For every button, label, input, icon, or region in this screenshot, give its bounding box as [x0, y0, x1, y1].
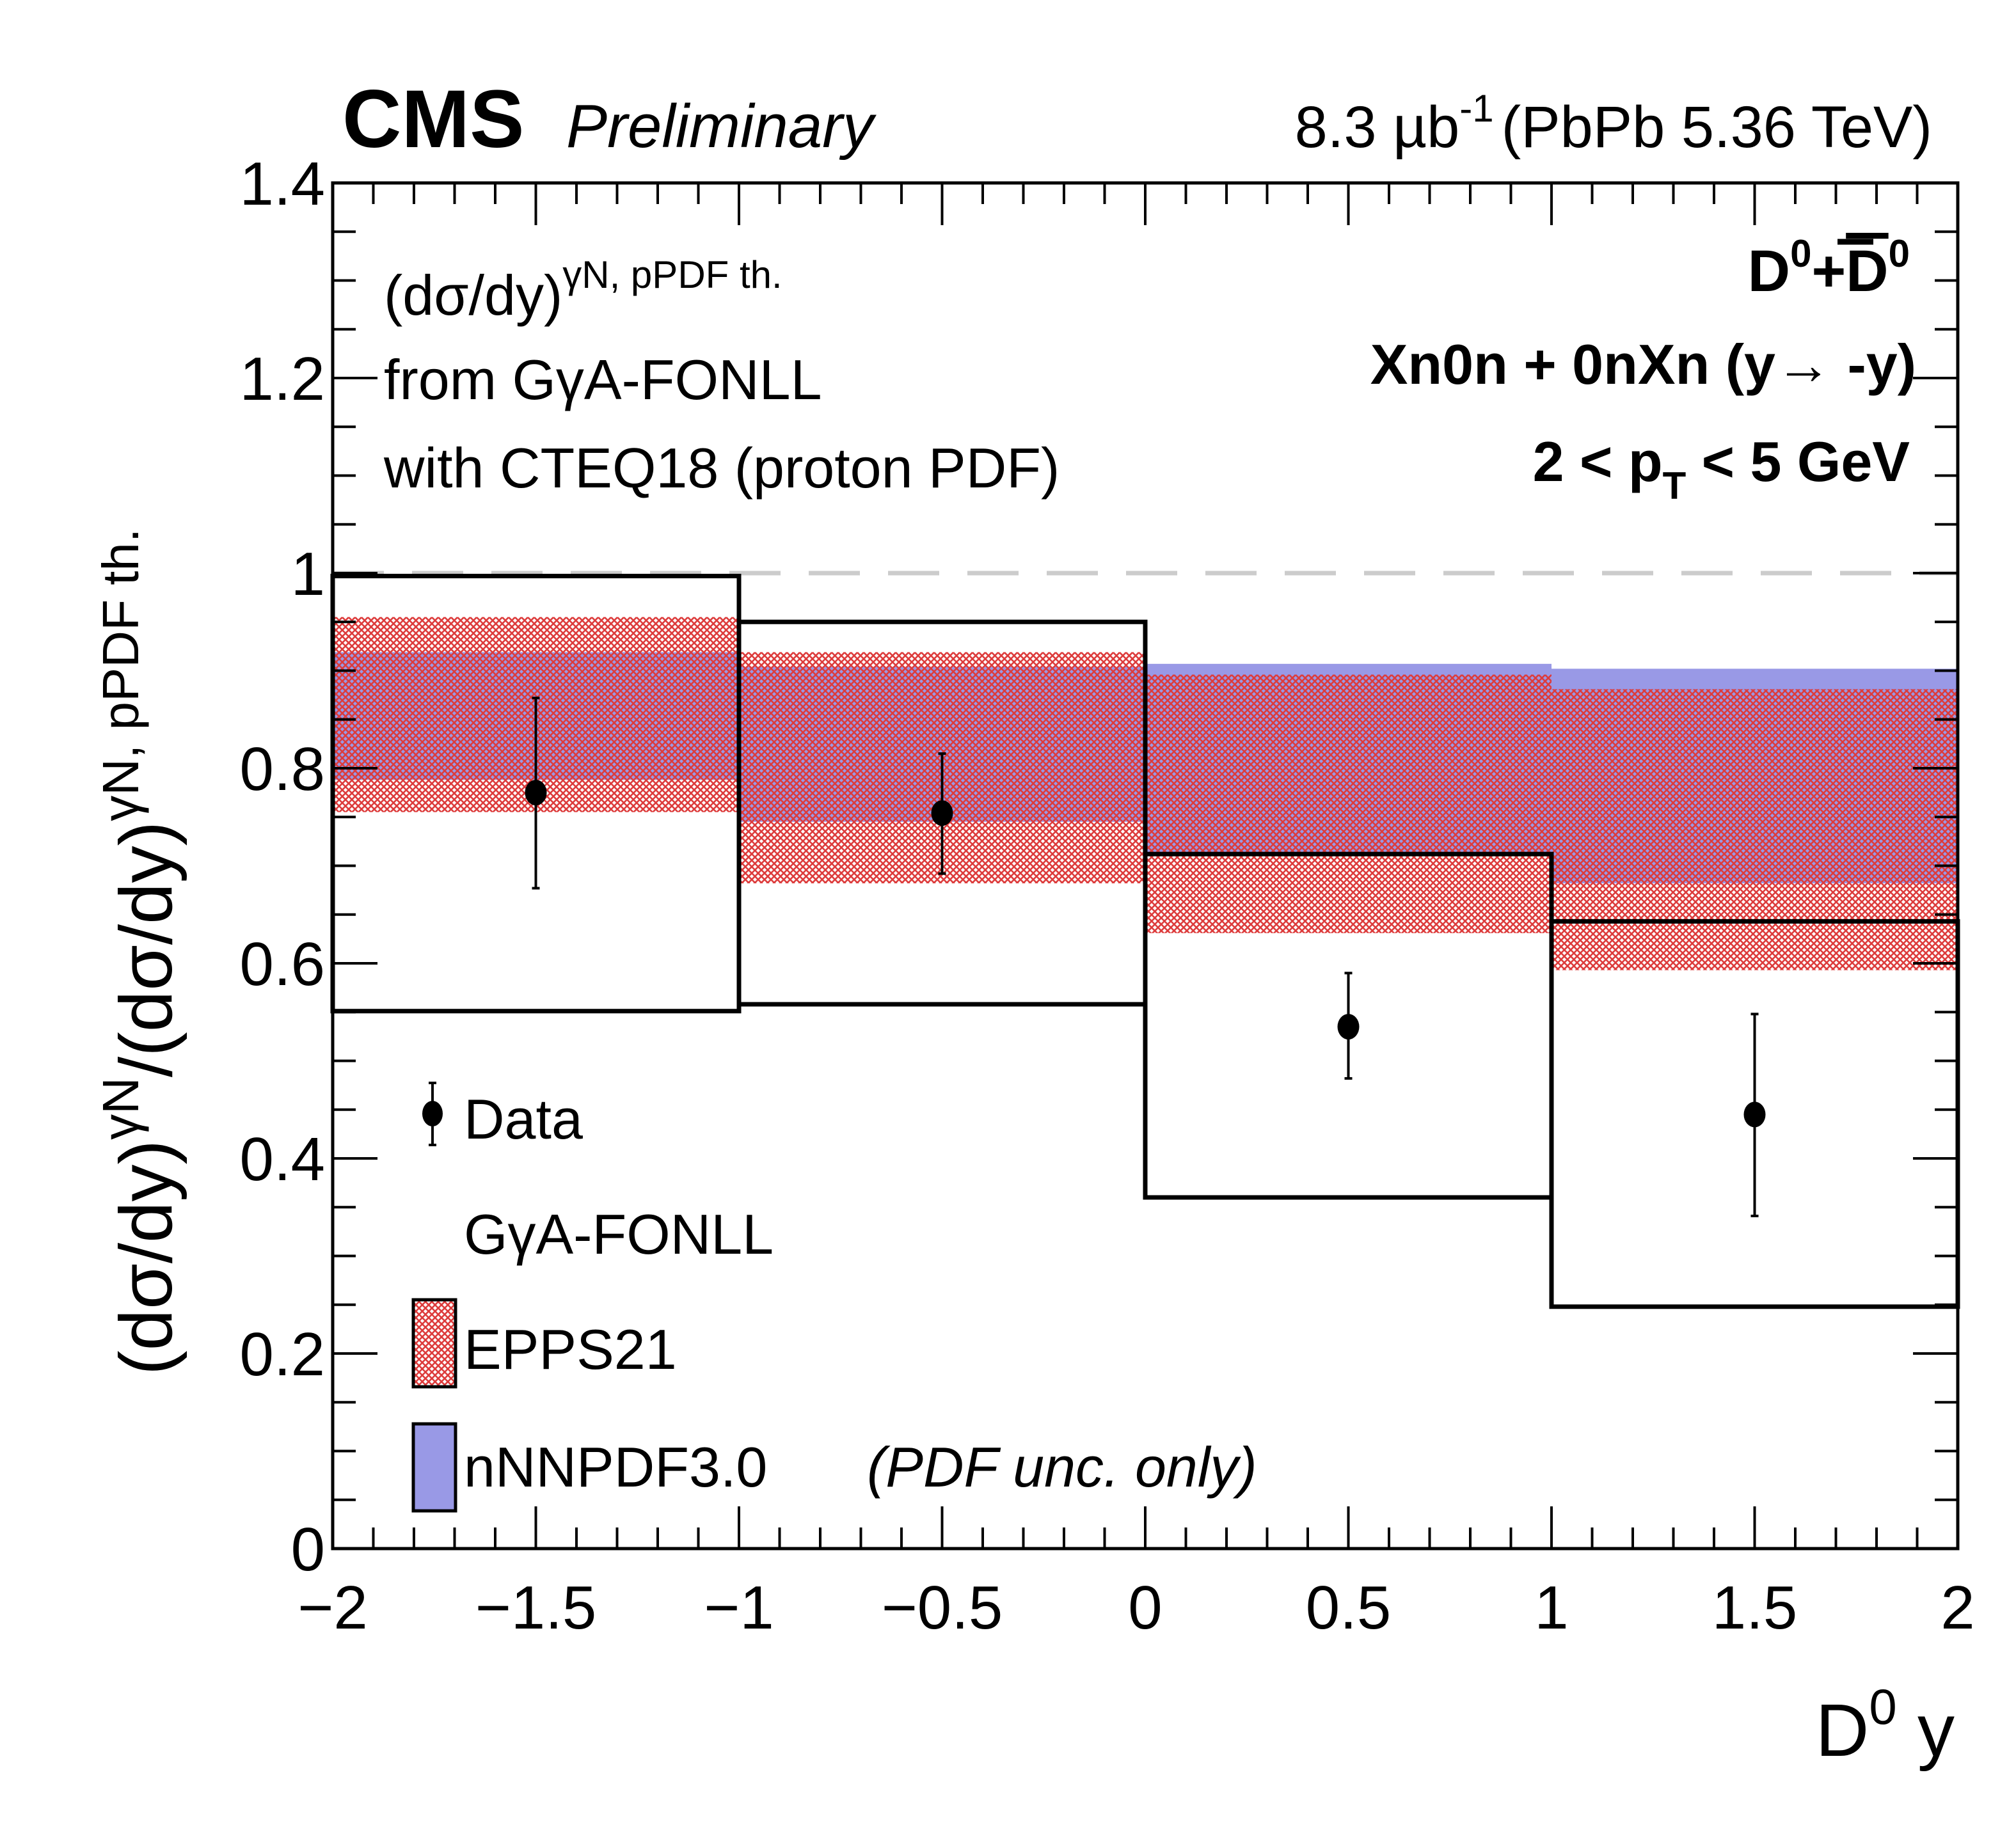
annotation-pt-b: < 5 GeV [1686, 430, 1910, 493]
legend-label-nnnpdf: nNNPDF3.0 [464, 1435, 767, 1499]
annotation-pt-sub: T [1663, 464, 1687, 507]
experiment-status: Preliminary [566, 92, 877, 161]
y-tick-label: 0 [291, 1515, 325, 1584]
lumi-value: 8.3 µb [1295, 95, 1460, 160]
x-axis-title: D0 y [1816, 1678, 1955, 1772]
x-tick-label: 1 [1534, 1574, 1568, 1642]
annotation-particle-sup1: 0 [1790, 232, 1811, 275]
annotation-left-line3: with CTEQ18 (proton PDF) [383, 436, 1060, 500]
epps21-band-2 [1145, 674, 1552, 933]
legend: Data GγA-FONLL EPPS21 nNNPDF3.0 (PDF unc… [411, 1082, 1257, 1513]
x-tick-label: −2 [298, 1574, 367, 1642]
annotation-formula: (dσ/dy) [384, 264, 562, 327]
annotation-left-line2: from GγA-FONLL [384, 348, 822, 411]
y-axis-title-part1: (dσ/dy) [104, 1140, 187, 1375]
annotation-pt-range: 2 < pT < 5 GeV [1533, 430, 1910, 507]
y-axis-title-sup1: γN [92, 1077, 149, 1140]
legend-epps21-swatch [411, 1298, 457, 1389]
y-tick-label: 0.4 [240, 1125, 325, 1194]
y-tick-label: 0.6 [240, 930, 325, 998]
data-point-0 [525, 780, 547, 806]
y-axis-title: (dσ/dy)γN/(dσ/dy)γN, pPDF th. [92, 528, 187, 1375]
data-points-layer [525, 697, 1766, 1217]
x-tick-label: 0.5 [1306, 1574, 1391, 1642]
syst-box-1 [736, 619, 1148, 1007]
data-point-1 [931, 800, 953, 826]
experiment-label: CMS [342, 74, 524, 165]
annotation-left-line1: (dσ/dy)γN, pPDF th. [384, 253, 782, 327]
y-axis-title-sup2: γN, pPDF th. [92, 528, 149, 821]
y-tick-label: 1 [291, 540, 325, 608]
x-tick-label: −0.5 [882, 1574, 1003, 1642]
annotation-particle-sup2: 0 [1889, 232, 1910, 275]
legend-entry-epps21: EPPS21 [411, 1298, 677, 1389]
annotation-selection: Xn0n + 0nXn (y→ -y) [1370, 333, 1916, 396]
legend-label-data: Data [464, 1087, 583, 1151]
y-tick-label: 1.4 [240, 150, 325, 218]
annotation-particle-plus: + [1811, 239, 1846, 304]
x-tick-label: −1.5 [475, 1574, 597, 1642]
x-axis-title-suffix: y [1897, 1689, 1955, 1772]
y-tick-label: 0.8 [240, 735, 325, 803]
legend-nnnpdf-swatch [411, 1422, 457, 1513]
lumi-label: 8.3 µb-1 (PbPb 5.36 TeV) [1295, 87, 1932, 160]
annotation-particle-d: D [1748, 239, 1790, 304]
legend-label-epps21: EPPS21 [464, 1318, 677, 1381]
data-point-3 [1743, 1101, 1766, 1128]
x-tick-label: 1.5 [1712, 1574, 1797, 1642]
x-tick-label: 2 [1941, 1574, 1974, 1642]
y-tick-label: 1.2 [240, 345, 325, 413]
x-axis-title-main: D [1816, 1689, 1869, 1772]
legend-entry-data: Data [422, 1082, 583, 1151]
x-tick-label: 0 [1128, 1574, 1162, 1642]
x-axis-title-sup: 0 [1869, 1678, 1896, 1735]
annotation-particle: D0+D0 [1748, 232, 1910, 304]
legend-data-marker [422, 1101, 443, 1126]
y-tick-label: 0.2 [240, 1320, 325, 1389]
lumi-sup: -1 [1459, 87, 1493, 130]
epps21-band-3 [1552, 689, 1958, 970]
data-point-2 [1337, 1014, 1360, 1040]
legend-label-model: GγA-FONLL [464, 1203, 774, 1266]
lumi-suffix: (PbPb 5.36 TeV) [1502, 95, 1932, 160]
legend-entry-nnnpdf: nNNPDF3.0 (PDF unc. only) [411, 1422, 1257, 1513]
annotation-formula-sup: γN, pPDF th. [562, 253, 782, 296]
axes-layer: −2 −1.5 −1 −0.5 0 0.5 1 1.5 2 0 0.2 0.4 0.6 0.8 1 1.2 1.… [240, 150, 1975, 1642]
legend-label-nnnpdf-note: (PDF unc. only) [867, 1435, 1257, 1499]
x-tick-label: −1 [704, 1574, 774, 1642]
y-axis-title-part2: /(dσ/dy) [104, 821, 187, 1077]
annotation-particle-dbar: D [1846, 239, 1888, 304]
annotation-pt-a: 2 < p [1533, 430, 1663, 493]
